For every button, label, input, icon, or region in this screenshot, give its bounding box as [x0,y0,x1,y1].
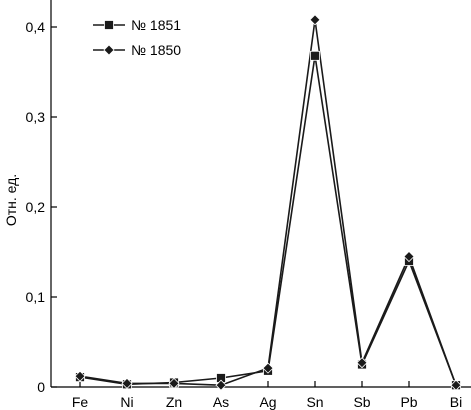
data-point-diamond [103,44,115,56]
legend-item: № 1851 [93,17,181,33]
y-tick-label: 0,2 [26,199,46,215]
y-tick-label: 0,3 [26,109,46,125]
x-tick-label: Bi [450,394,462,410]
y-tick-label: 0,1 [26,289,46,305]
data-point-diamond [262,362,274,374]
data-point-diamond [356,357,368,369]
series-markers-square [75,50,461,391]
legend-label: № 1851 [131,17,181,33]
series-diamond [79,19,457,387]
x-tick-label: Ag [259,394,276,410]
x-tick-label: Ni [120,394,133,410]
legend-item: № 1850 [93,42,181,58]
x-tick-label: Sn [306,394,323,410]
y-axis-label: Отн. ед. [3,174,19,226]
data-point-diamond [450,379,462,391]
series-line [79,19,457,387]
data-point-diamond [74,370,86,382]
data-point-square [310,50,320,61]
series-line [79,55,457,386]
y-tick-label: 0 [37,379,45,395]
data-point-diamond [309,14,321,26]
x-tick-label: Sb [353,394,370,410]
y-tick-label: 0,4 [26,19,46,35]
data-point-square [104,20,114,30]
series-layer [74,14,462,391]
x-tick-label: Pb [400,394,417,410]
data-point-diamond [121,377,133,389]
series-square [79,55,457,386]
data-point-diamond [403,250,415,263]
legend-label: № 1850 [131,42,181,58]
x-tick-label: Fe [72,394,89,410]
axes: 0 0,1 0,2 0,3 0,4 Fe Ni Zn As Ag Sn Sb Pb Bi [26,0,471,410]
data-point-diamond [168,377,180,389]
x-tick-label: As [213,394,229,410]
series-markers-diamond [74,14,462,391]
legend: № 1851 № 1850 [93,17,181,58]
x-tick-label: Zn [166,394,182,410]
data-point-diamond [215,379,227,391]
